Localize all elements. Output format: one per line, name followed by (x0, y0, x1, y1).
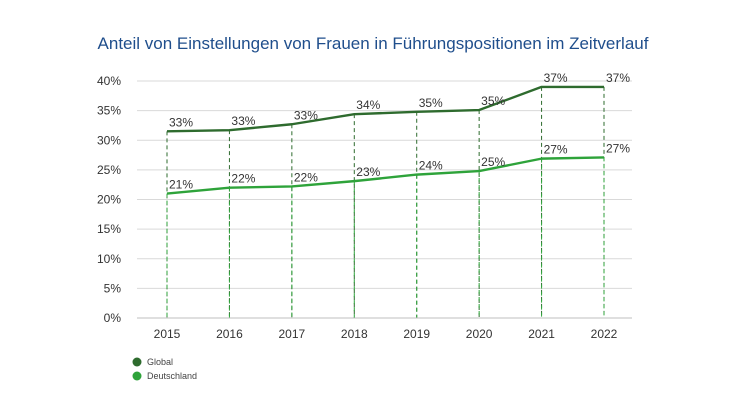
y-tick-label: 20% (97, 193, 121, 207)
series-lines (166, 85, 605, 195)
y-tick-label: 0% (104, 311, 122, 325)
data-labels: 33% 33% 33% 34% 35% 35% 37% 37% 21% 22% 22% 23% 24% 2… (169, 71, 630, 192)
y-tick-label: 35% (97, 104, 121, 118)
x-tick-label: 2019 (403, 327, 430, 341)
data-label-deutschland: 22% (231, 172, 255, 186)
x-tick-label: 2015 (154, 327, 181, 341)
gridlines (137, 80, 632, 289)
data-label-global: 33% (231, 114, 255, 128)
data-label-global: 33% (169, 115, 193, 129)
legend-marker-global (132, 357, 142, 367)
y-tick-label: 30% (97, 133, 121, 147)
series-line-deutschland (166, 156, 605, 195)
data-label-global: 37% (606, 71, 630, 85)
data-label-deutschland: 25% (481, 155, 505, 169)
x-tick-label: 2021 (528, 327, 555, 341)
x-tick-label: 2022 (591, 327, 618, 341)
y-tick-label: 5% (104, 281, 122, 295)
x-tick-label: 2017 (279, 327, 306, 341)
data-label-global: 37% (544, 71, 568, 85)
legend-marker-deutschland (132, 371, 142, 381)
y-tick-label: 10% (97, 252, 121, 266)
legend-label-deutschland: Deutschland (147, 371, 197, 381)
y-tick-label: 25% (97, 163, 121, 177)
data-label-global: 35% (419, 96, 443, 110)
x-tick-label: 2020 (466, 327, 493, 341)
data-label-deutschland: 24% (419, 159, 443, 173)
data-label-deutschland: 22% (294, 170, 318, 184)
chart-title: Anteil von Einstellungen von Frauen in F… (97, 34, 649, 53)
data-label-deutschland: 23% (356, 165, 380, 179)
x-tick-label: 2018 (341, 327, 368, 341)
data-label-global: 35% (481, 94, 505, 108)
drop-lines (166, 86, 605, 318)
x-tick-label: 2016 (216, 327, 243, 341)
axes: 0% 5% 10% 15% 20% 25% 30% 35% 40% 2015 2016 2017 201… (97, 74, 632, 341)
series-line-global (166, 85, 604, 133)
data-label-global: 34% (356, 98, 380, 112)
y-tick-label: 40% (97, 74, 121, 88)
data-label-deutschland: 27% (606, 141, 630, 155)
data-label-deutschland: 21% (169, 178, 193, 192)
y-tick-label: 15% (97, 222, 121, 236)
legend-label-global: Global (147, 357, 173, 367)
data-label-global: 33% (294, 108, 318, 122)
legend: Global Deutschland (132, 357, 197, 381)
data-label-deutschland: 27% (544, 143, 568, 157)
